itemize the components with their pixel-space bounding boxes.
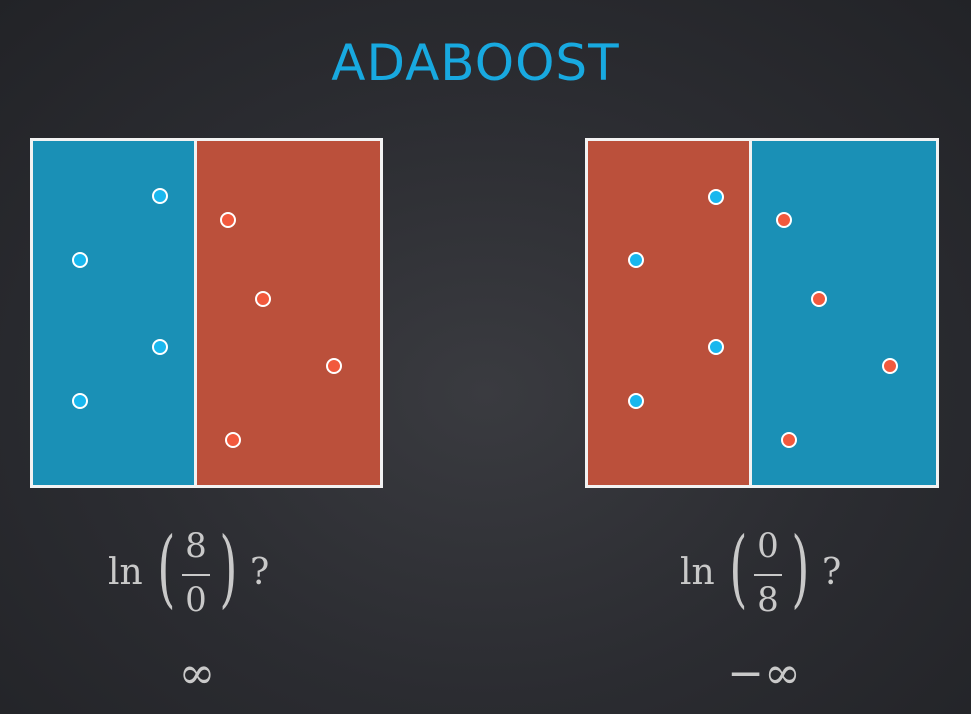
blue-point (628, 252, 644, 268)
right-formula: ln ( 0 8 ) ? (680, 522, 850, 632)
left-paren: ( (157, 519, 176, 617)
decision-boundary (194, 141, 197, 485)
blue-point (708, 339, 724, 355)
blue-point (152, 188, 168, 204)
red-point (225, 432, 241, 448)
right-paren: ) (219, 519, 238, 617)
blue-region (752, 141, 936, 485)
numerator: 8 (185, 526, 207, 566)
red-point (326, 358, 342, 374)
red-point (811, 291, 827, 307)
blue-point (152, 339, 168, 355)
slide-title: ADABOOST (331, 34, 620, 92)
red-region (197, 141, 380, 485)
numerator: 0 (757, 526, 779, 566)
red-point (781, 432, 797, 448)
ln-function: ln (108, 552, 143, 593)
right-classifier-panel (585, 138, 939, 488)
denominator: 0 (185, 580, 207, 620)
denominator: 8 (757, 580, 779, 620)
red-point (882, 358, 898, 374)
red-point (776, 212, 792, 228)
blue-point (708, 189, 724, 205)
question-mark: ? (822, 552, 842, 593)
red-region (588, 141, 749, 485)
red-point (255, 291, 271, 307)
right-paren: ) (791, 519, 810, 617)
blue-region (33, 141, 194, 485)
blue-point (72, 252, 88, 268)
left-result: ∞ (178, 648, 216, 699)
question-mark: ? (250, 552, 270, 593)
fraction-bar (754, 574, 782, 576)
ln-function: ln (680, 552, 715, 593)
red-point (220, 212, 236, 228)
fraction-bar (182, 574, 210, 576)
left-formula: ln ( 8 0 ) ? (108, 522, 278, 632)
left-classifier-panel (30, 138, 383, 488)
blue-point (628, 393, 644, 409)
blue-point (72, 393, 88, 409)
left-paren: ( (729, 519, 748, 617)
right-result: −∞ (727, 648, 801, 699)
decision-boundary (749, 141, 752, 485)
